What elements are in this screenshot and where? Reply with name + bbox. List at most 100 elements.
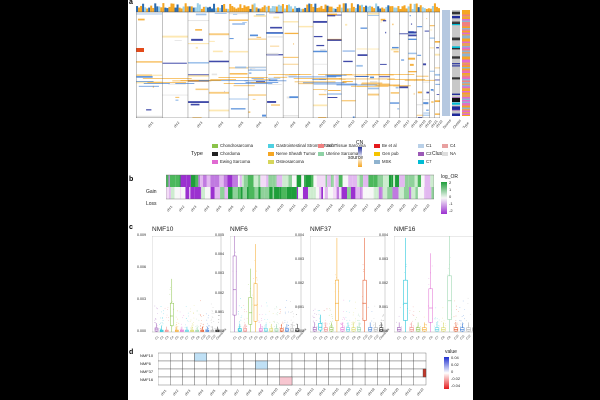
point — [180, 328, 182, 330]
sample-bar — [138, 7, 141, 12]
cn-segment — [168, 83, 186, 85]
log-or-cell — [424, 175, 431, 187]
cluster-swatch — [418, 144, 424, 148]
sample-bar — [302, 8, 305, 12]
point — [162, 317, 163, 318]
log-or-cell — [224, 187, 229, 199]
log-or-cell — [206, 175, 209, 187]
point — [421, 328, 423, 330]
row-label: NMF10 — [140, 353, 154, 358]
point — [206, 326, 207, 328]
cn-segment — [399, 86, 409, 89]
point — [238, 327, 240, 329]
point — [184, 329, 186, 331]
point — [346, 325, 348, 327]
cn-segment — [416, 114, 423, 116]
type-segment — [462, 71, 470, 73]
point — [240, 325, 242, 327]
log-or-cell — [180, 175, 187, 187]
log-or-cell — [387, 187, 393, 199]
cn-segment — [267, 36, 283, 38]
cn-segment — [230, 108, 246, 110]
point — [218, 328, 219, 330]
point — [269, 321, 271, 323]
point — [184, 326, 186, 328]
cn-segment — [195, 46, 198, 49]
box — [248, 297, 253, 325]
point — [405, 266, 407, 267]
value-cell — [389, 352, 402, 362]
chr-label: chr2 — [173, 120, 181, 129]
cn-segment — [250, 68, 256, 70]
log-or-cell — [388, 175, 392, 187]
type-segment — [462, 22, 470, 24]
cn-segment — [356, 64, 363, 67]
cn-segment — [190, 103, 200, 106]
point — [296, 306, 298, 308]
point — [351, 323, 353, 325]
y-tick: 0.004 — [215, 252, 224, 257]
sample-bar — [182, 6, 185, 12]
type-segment — [462, 76, 470, 78]
value-cell — [206, 352, 220, 362]
cn-segment — [267, 101, 277, 103]
point — [345, 316, 347, 318]
cn-segment — [408, 31, 417, 34]
point — [349, 319, 351, 321]
cn-segment — [253, 15, 266, 17]
type-segment — [462, 34, 470, 36]
sample-bar — [320, 5, 323, 12]
point — [156, 325, 158, 326]
point — [373, 321, 375, 323]
point — [461, 316, 463, 317]
value-cell — [194, 376, 207, 386]
type-segment — [462, 88, 470, 90]
point — [329, 307, 331, 309]
cn-segment — [351, 85, 389, 87]
box — [318, 323, 323, 331]
sample-bar — [174, 7, 177, 12]
type-segment — [462, 25, 470, 27]
value-cell — [218, 360, 232, 370]
point — [200, 315, 201, 316]
point — [263, 328, 265, 329]
point — [379, 325, 381, 327]
point — [243, 326, 245, 327]
point — [355, 318, 357, 320]
sample-bar — [348, 8, 351, 12]
point — [265, 322, 267, 324]
log-or-cell — [260, 175, 267, 187]
log-or-tick: 2 — [449, 180, 452, 185]
sample-bar — [277, 4, 280, 12]
point — [354, 322, 356, 323]
cn-segment — [392, 23, 394, 26]
type-segment — [462, 19, 470, 21]
sample-bar — [136, 6, 139, 12]
sample-bar — [401, 6, 404, 12]
point — [175, 323, 177, 325]
chr-label: chr16 — [392, 119, 402, 129]
cn-segment — [417, 91, 423, 94]
value-cell — [401, 360, 414, 370]
point — [162, 320, 164, 321]
point — [313, 310, 314, 311]
type-segment — [462, 49, 470, 51]
log-or-cell — [205, 187, 211, 199]
log-or-cell — [347, 187, 351, 199]
sample-bar — [265, 6, 268, 12]
value-tick: -0.02 — [451, 376, 461, 381]
point — [336, 277, 337, 279]
log-or-cell — [403, 187, 409, 199]
value-cell — [316, 368, 329, 378]
type-segment — [462, 31, 470, 33]
point — [326, 308, 328, 310]
point — [159, 328, 161, 330]
point — [241, 307, 242, 309]
point — [253, 282, 255, 283]
point — [288, 324, 289, 326]
box-plot-nmf37 — [310, 236, 386, 333]
log-or-cell — [239, 187, 241, 199]
type-segment — [462, 70, 470, 72]
point — [290, 312, 291, 313]
sample-bar — [405, 8, 408, 12]
